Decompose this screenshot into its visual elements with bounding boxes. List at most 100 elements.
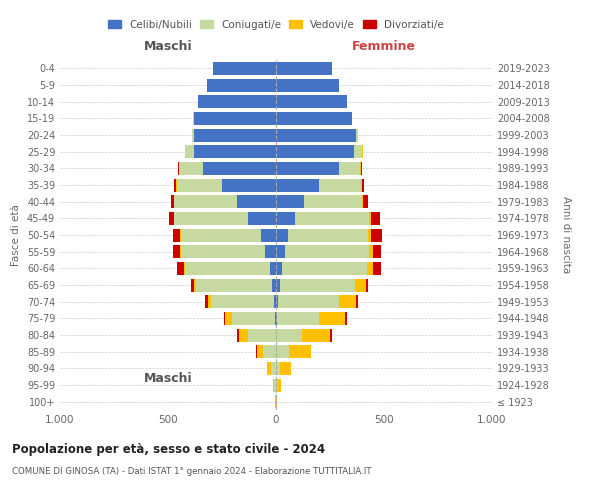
Bar — [365, 278, 368, 291]
Bar — [211, 295, 274, 308]
Bar — [288, 228, 368, 241]
Bar — [276, 195, 304, 208]
Bar — [278, 295, 338, 308]
Bar — [276, 162, 338, 175]
Bar — [276, 228, 288, 241]
Bar — [176, 178, 222, 192]
Bar — [373, 262, 381, 275]
Bar — [345, 312, 347, 325]
Bar — [232, 312, 275, 325]
Text: COMUNE DI GINOSA (TA) - Dati ISTAT 1° gennaio 2024 - Elaborazione TUTTITALIA.IT: COMUNE DI GINOSA (TA) - Dati ISTAT 1° ge… — [12, 468, 371, 476]
Bar — [371, 228, 382, 241]
Bar — [263, 345, 276, 358]
Bar — [338, 162, 360, 175]
Bar — [277, 312, 319, 325]
Bar — [194, 112, 276, 125]
Y-axis label: Fasce di età: Fasce di età — [11, 204, 21, 266]
Bar — [284, 245, 369, 258]
Bar — [180, 245, 181, 258]
Bar — [276, 128, 356, 141]
Bar — [304, 195, 362, 208]
Bar — [225, 312, 232, 325]
Bar — [274, 378, 276, 392]
Bar — [248, 328, 276, 342]
Bar — [362, 178, 364, 192]
Bar — [276, 345, 289, 358]
Bar — [224, 312, 225, 325]
Y-axis label: Anni di nascita: Anni di nascita — [561, 196, 571, 274]
Bar — [280, 278, 355, 291]
Bar — [179, 162, 203, 175]
Bar — [276, 262, 283, 275]
Bar — [319, 312, 345, 325]
Bar — [173, 245, 180, 258]
Bar — [276, 278, 280, 291]
Bar — [369, 212, 371, 225]
Bar — [248, 212, 276, 225]
Bar — [194, 145, 276, 158]
Bar — [185, 145, 194, 158]
Bar — [276, 212, 295, 225]
Bar — [276, 328, 302, 342]
Bar — [194, 278, 196, 291]
Bar — [276, 178, 319, 192]
Bar — [237, 195, 276, 208]
Bar — [276, 145, 354, 158]
Bar — [269, 262, 276, 275]
Text: Maschi: Maschi — [143, 40, 193, 53]
Bar — [276, 78, 338, 92]
Text: Femmine: Femmine — [352, 40, 416, 53]
Bar — [368, 228, 371, 241]
Bar — [371, 212, 380, 225]
Bar — [237, 328, 239, 342]
Bar — [194, 128, 276, 141]
Bar — [174, 178, 176, 192]
Bar — [283, 262, 367, 275]
Bar — [289, 345, 311, 358]
Bar — [175, 212, 248, 225]
Bar — [276, 95, 347, 108]
Bar — [271, 362, 276, 375]
Bar — [276, 62, 332, 75]
Bar — [330, 328, 332, 342]
Bar — [302, 328, 330, 342]
Bar — [173, 228, 181, 241]
Bar — [275, 312, 276, 325]
Bar — [276, 245, 284, 258]
Bar — [175, 195, 237, 208]
Bar — [295, 212, 369, 225]
Bar — [176, 262, 184, 275]
Bar — [193, 112, 194, 125]
Bar — [274, 295, 276, 308]
Bar — [169, 212, 174, 225]
Bar — [338, 295, 356, 308]
Bar — [369, 245, 373, 258]
Bar — [205, 295, 208, 308]
Bar — [276, 295, 278, 308]
Bar — [364, 195, 368, 208]
Bar — [276, 362, 280, 375]
Bar — [265, 245, 276, 258]
Bar — [184, 262, 185, 275]
Bar — [208, 295, 211, 308]
Legend: Celibi/Nubili, Coniugati/e, Vedovi/e, Divorziati/e: Celibi/Nubili, Coniugati/e, Vedovi/e, Di… — [108, 20, 444, 30]
Bar — [373, 245, 381, 258]
Bar — [198, 95, 276, 108]
Bar — [192, 128, 194, 141]
Bar — [276, 378, 278, 392]
Bar — [278, 378, 281, 392]
Bar — [354, 145, 362, 158]
Bar — [272, 278, 276, 291]
Text: Popolazione per età, sesso e stato civile - 2024: Popolazione per età, sesso e stato civil… — [12, 442, 325, 456]
Bar — [361, 162, 362, 175]
Bar — [268, 362, 271, 375]
Bar — [181, 228, 261, 241]
Bar — [203, 162, 276, 175]
Bar — [257, 345, 263, 358]
Bar — [361, 178, 362, 192]
Bar — [181, 245, 265, 258]
Bar — [276, 312, 277, 325]
Bar — [239, 328, 248, 342]
Bar — [222, 178, 276, 192]
Bar — [196, 278, 272, 291]
